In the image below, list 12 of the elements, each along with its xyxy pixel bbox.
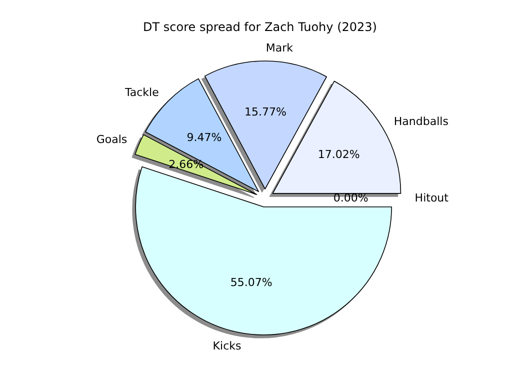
chart-title: DT score spread for Zach Tuohy (2023) bbox=[143, 20, 377, 34]
text: 0.00% bbox=[333, 192, 368, 204]
slice-label: Mark bbox=[266, 42, 294, 55]
data-label: 55.07% bbox=[230, 276, 272, 290]
slice-label: Kicks bbox=[212, 339, 242, 352]
data-label: 9.47% bbox=[186, 130, 222, 144]
slice-label: Tackle bbox=[124, 86, 160, 99]
slice-label: Handballs bbox=[394, 115, 449, 128]
data-label: 17.02% bbox=[318, 148, 360, 161]
slice-label: Goals bbox=[96, 132, 128, 146]
data-label: 15.77% bbox=[244, 106, 286, 119]
category-label: Hitout bbox=[414, 192, 448, 204]
